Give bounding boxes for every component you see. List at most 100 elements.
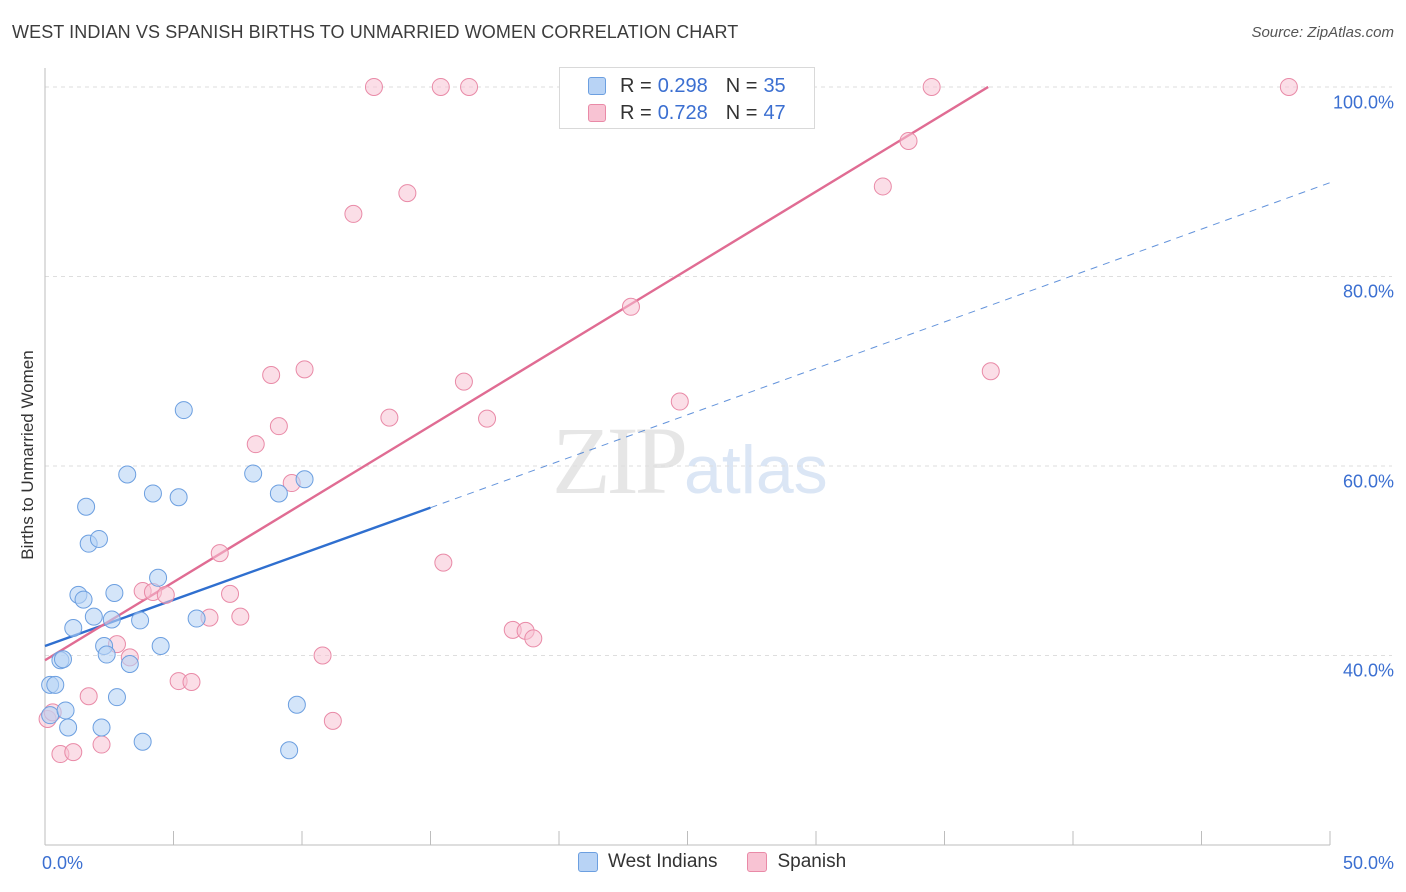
watermark-zip: ZIP [552, 407, 688, 514]
west-indians-point [118, 465, 137, 484]
west-indians-point [46, 675, 65, 694]
x-tick-label-max: 50.0% [1342, 853, 1394, 873]
west-indians-point [151, 637, 170, 656]
west-indians-point [64, 619, 83, 638]
spanish-point [344, 204, 363, 223]
west-indians-point [102, 610, 121, 629]
legend-row-west-indians: R = 0.298 N = 35 [588, 74, 786, 98]
west-indians-point [143, 484, 162, 503]
r-label: R = [620, 74, 652, 97]
west-indians-point [120, 655, 139, 674]
r-value: 0.298 [657, 74, 708, 97]
spanish-point [670, 392, 689, 411]
legend-row-spanish: R = 0.728 N = 47 [588, 101, 786, 125]
series-legend: West Indians Spanish [578, 851, 876, 873]
grid-lines [45, 86, 1392, 656]
west-indians-point [59, 718, 78, 737]
spanish-point [364, 77, 383, 96]
legend-item-spanish[interactable]: Spanish [747, 851, 846, 873]
west-indians-point [107, 688, 126, 707]
west-indians-point [280, 741, 299, 760]
n-label: N = [725, 101, 758, 124]
west-indians-point [287, 695, 306, 714]
spanish-point [398, 184, 417, 203]
n-label: N = [725, 74, 758, 97]
spanish-point [621, 297, 640, 316]
spanish-point [246, 435, 265, 454]
spanish-swatch [588, 104, 606, 122]
y-tick-label: 100.0% [1332, 92, 1394, 113]
spanish-point [295, 360, 314, 379]
spanish-point [210, 544, 229, 563]
data-points [38, 77, 1298, 764]
spanish-point [269, 417, 288, 436]
spanish-point [323, 711, 342, 730]
axes [44, 68, 1331, 846]
west-indians-point [269, 484, 288, 503]
west-indians-point [149, 568, 168, 587]
spanish-point [182, 673, 201, 692]
spanish-point [460, 77, 479, 96]
spanish-point [1279, 77, 1298, 96]
chart-title: WEST INDIAN VS SPANISH BIRTHS TO UNMARRI… [12, 22, 739, 42]
west-indians-point [174, 401, 193, 420]
west-indians-swatch [578, 852, 598, 872]
west-indians-point [244, 464, 263, 483]
legend-item-west-indians[interactable]: West Indians [578, 851, 717, 873]
west-indians-point [77, 497, 96, 516]
west-indians-point [133, 732, 152, 751]
spanish-point [431, 77, 450, 96]
legend-label: West Indians [608, 851, 718, 872]
spanish-point [434, 553, 453, 572]
west-indians-point [53, 650, 72, 669]
spanish-swatch [747, 852, 768, 872]
spanish-point [922, 77, 941, 96]
spanish-point [899, 131, 918, 150]
spanish-point [524, 629, 543, 648]
correlation-legend: R = 0.298 N = 35 R = 0.728 N = 47 [559, 67, 815, 129]
west-indians-point [89, 529, 108, 548]
spanish-point [156, 585, 175, 604]
y-tick-label: 40.0% [1342, 660, 1394, 681]
west-indians-point [105, 583, 124, 602]
spanish-point [478, 409, 497, 428]
y-tick-label: 60.0% [1342, 471, 1394, 492]
west-indians-point [74, 590, 93, 609]
spanish-point [380, 408, 399, 427]
west-indians-point [169, 488, 188, 507]
west-indians-point [56, 701, 75, 720]
west-indians-point [187, 609, 206, 628]
r-value: 0.728 [657, 101, 708, 124]
y-axis-label: Births to Unmarried Women [18, 350, 37, 560]
spanish-point [64, 743, 83, 762]
west-indians-point [131, 611, 150, 630]
x-tick-label-min: 0.0% [42, 853, 84, 873]
spanish-point [231, 607, 250, 626]
west-indians-point [295, 470, 314, 489]
n-value: 47 [763, 101, 786, 124]
r-label: R = [620, 101, 652, 124]
legend-label: Spanish [777, 851, 847, 872]
watermark: ZIPatlas [552, 405, 828, 516]
source-label: Source: ZipAtlas.com [1251, 24, 1394, 41]
west-indians-point [84, 607, 103, 626]
n-value: 35 [763, 74, 786, 97]
spanish-point [262, 366, 281, 385]
spanish-point [873, 177, 892, 196]
west-indians-trend-dashed [430, 182, 1331, 509]
y-tick-label: 80.0% [1342, 281, 1394, 302]
spanish-point [454, 372, 473, 391]
spanish-point [92, 735, 111, 754]
west-indians-swatch [588, 77, 606, 95]
spanish-point [981, 362, 1000, 381]
west-indians-point [92, 718, 111, 737]
spanish-point [79, 687, 98, 706]
watermark-atlas: atlas [684, 432, 828, 508]
west-indians-point [97, 645, 116, 664]
spanish-point [313, 646, 332, 665]
trend-lines [44, 85, 1331, 662]
spanish-point [221, 584, 240, 603]
spanish-trend-line [44, 85, 989, 662]
west-indians-point [41, 706, 60, 725]
